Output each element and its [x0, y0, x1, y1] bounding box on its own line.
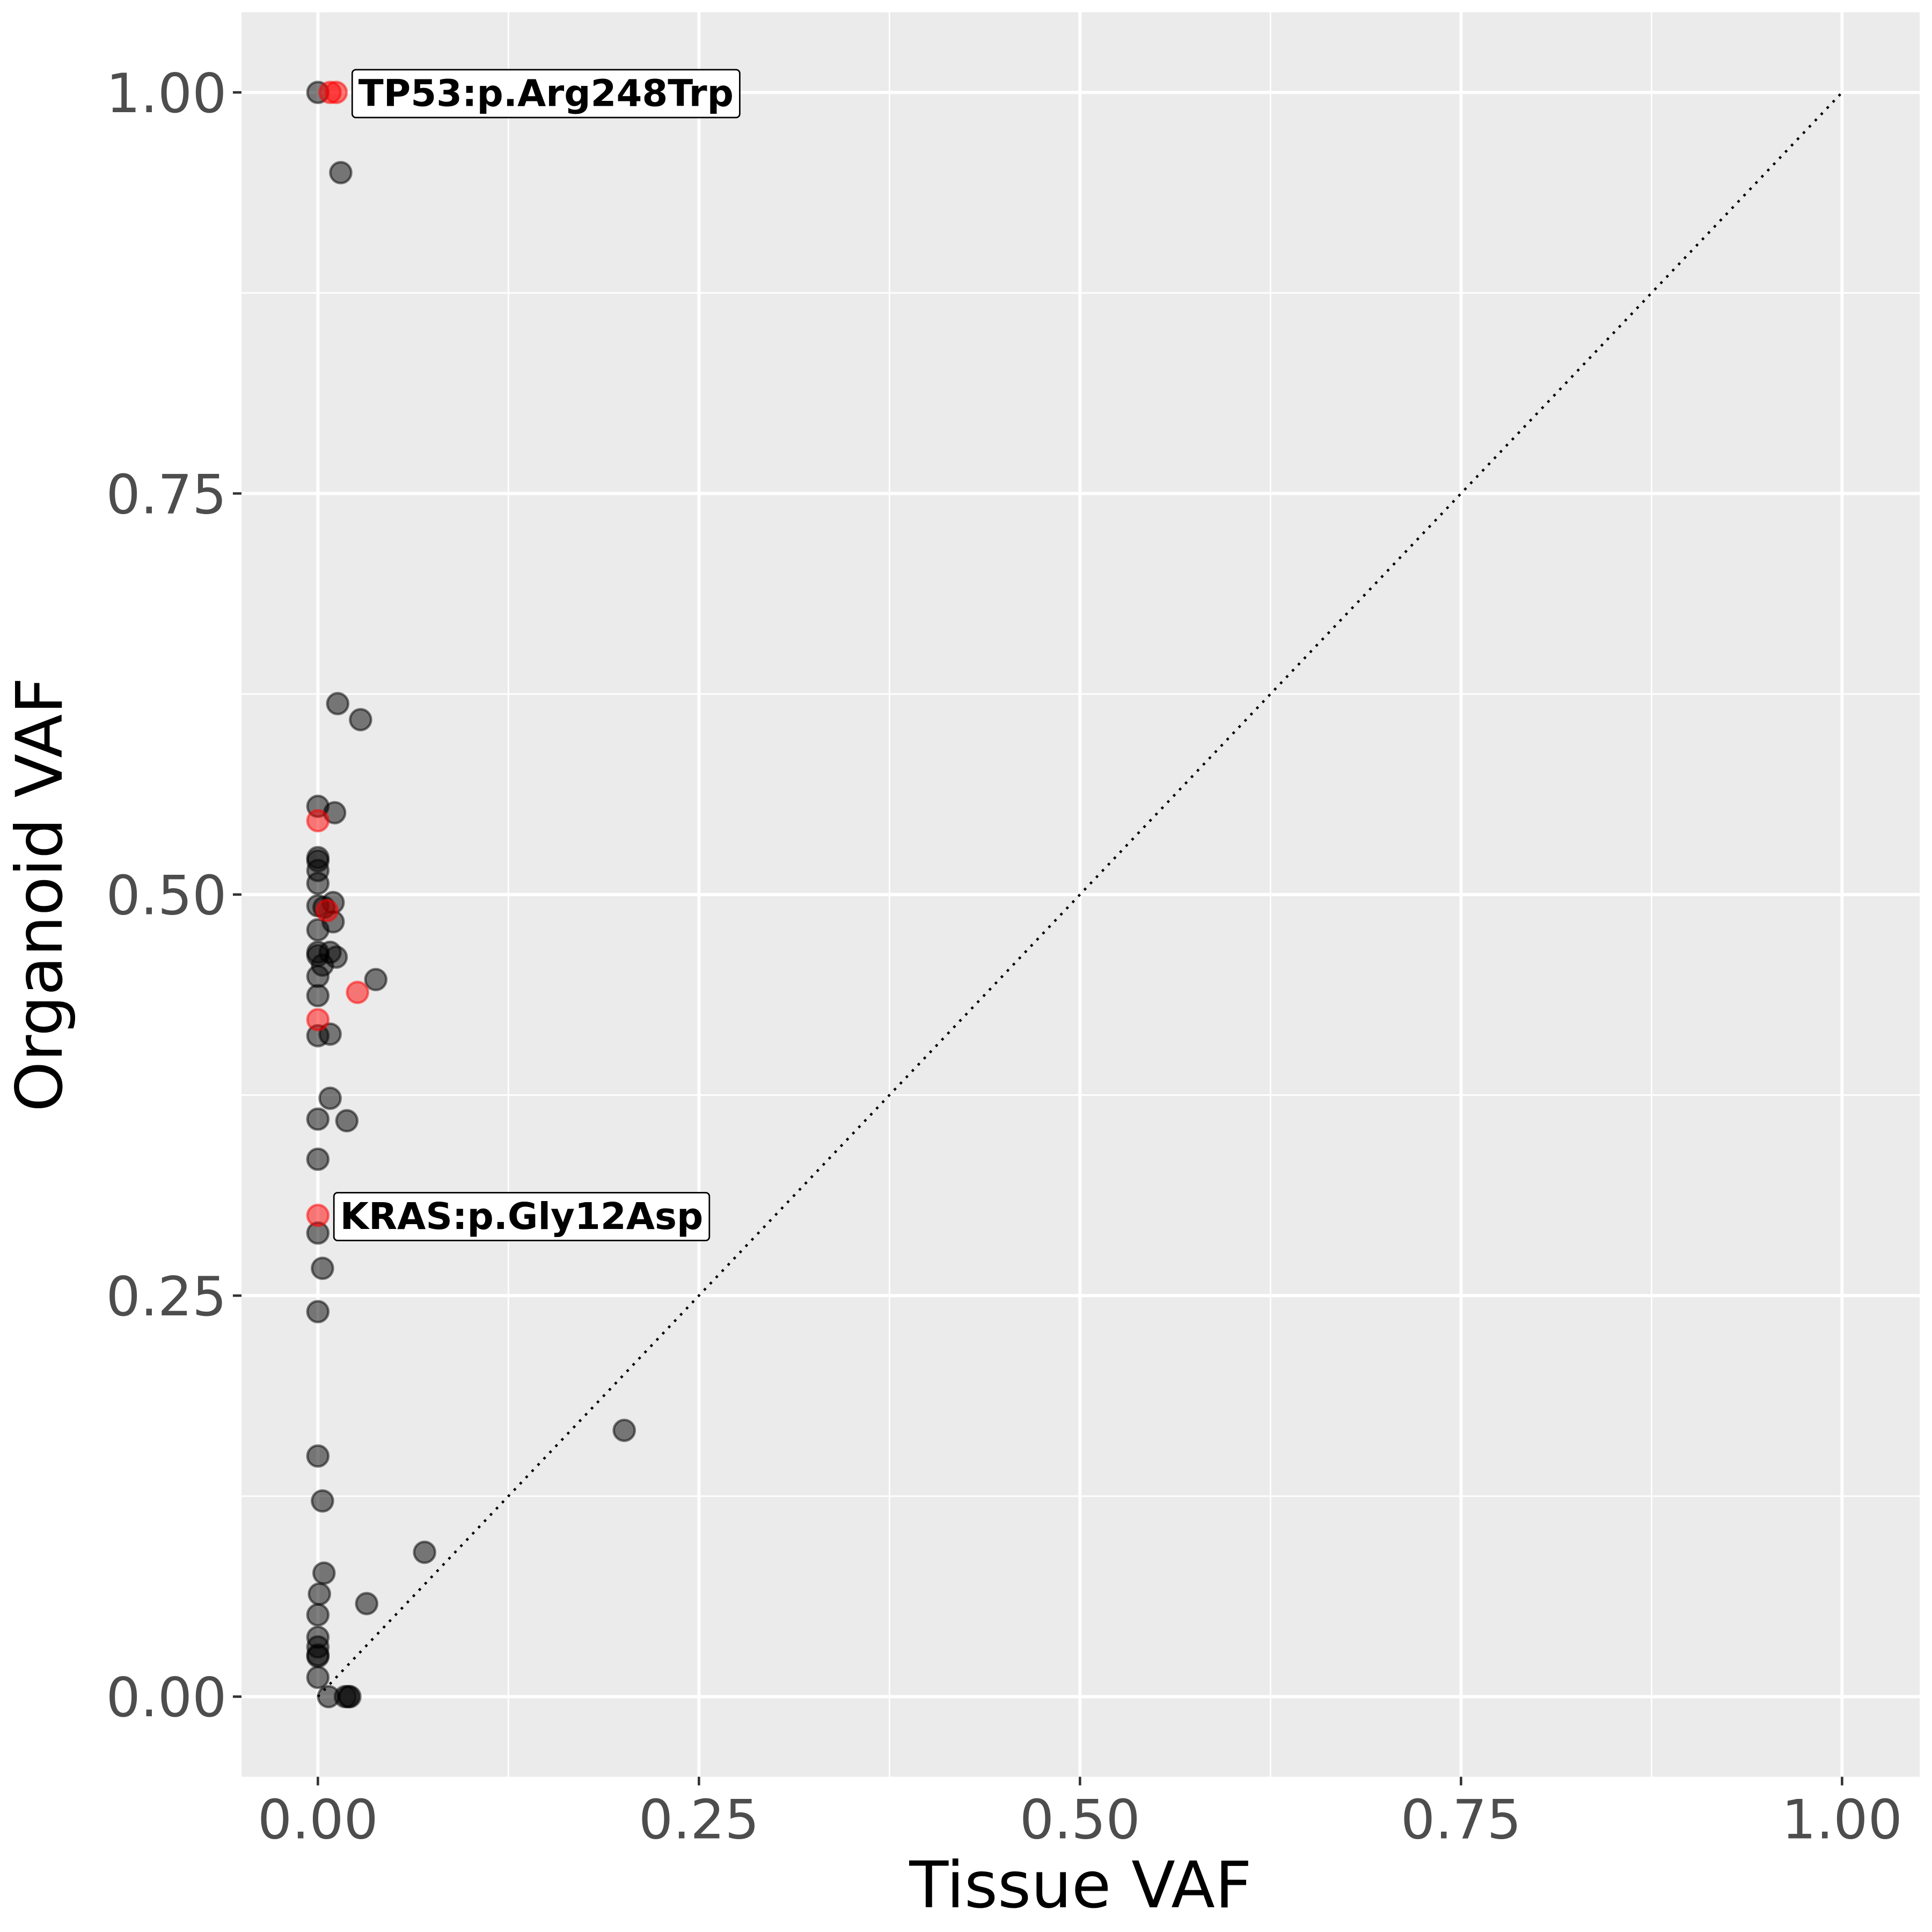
- y-tick-label: 0.50: [106, 864, 227, 927]
- highlighted-point: [306, 809, 330, 833]
- data-point: [312, 1561, 336, 1585]
- y-tick-label: 0.00: [106, 1666, 227, 1729]
- y-tick-label: 1.00: [106, 62, 227, 125]
- data-point: [311, 1489, 334, 1513]
- highlighted-point: [346, 980, 369, 1004]
- y-axis-title: Organoid VAF: [3, 677, 77, 1112]
- highlighted-point: [324, 80, 348, 105]
- x-axis-title: Tissue VAF: [909, 1848, 1252, 1923]
- data-point: [306, 1444, 330, 1468]
- data-point: [306, 1644, 330, 1668]
- annotation-box: [333, 1191, 711, 1241]
- data-point: [306, 1147, 330, 1171]
- data-point: [306, 1665, 330, 1689]
- data-point: [612, 1418, 636, 1443]
- data-point: [335, 1109, 359, 1133]
- y-tick-label: 0.75: [106, 463, 227, 526]
- data-point: [413, 1540, 436, 1564]
- data-point: [306, 984, 330, 1007]
- data-point: [306, 872, 330, 895]
- x-tick-label: 1.00: [1782, 1788, 1902, 1851]
- x-tick-label: 0.25: [639, 1788, 759, 1851]
- data-point: [329, 160, 353, 185]
- identity-line: [317, 91, 1843, 1698]
- highlighted-point: [306, 1008, 330, 1031]
- x-tick-label: 0.00: [258, 1788, 378, 1851]
- data-point: [308, 1582, 331, 1606]
- x-tick-label: 0.50: [1020, 1788, 1140, 1851]
- data-point: [306, 1300, 330, 1323]
- data-point: [355, 1592, 379, 1615]
- highlighted-point: [315, 898, 339, 923]
- data-point: [364, 968, 388, 992]
- data-point: [306, 964, 330, 989]
- annotation-text: KRAS:p.Gly12Asp: [340, 1195, 704, 1238]
- data-point: [349, 708, 372, 731]
- data-point: [326, 692, 350, 715]
- data-point: [318, 1086, 342, 1110]
- data-point: [311, 1256, 334, 1280]
- highlighted-point: [306, 1203, 330, 1227]
- data-point: [306, 918, 330, 942]
- data-point: [306, 1107, 330, 1131]
- data-point: [336, 1685, 360, 1709]
- annotation-label: TP53:p.Arg248Trp: [351, 69, 741, 119]
- annotation-text: TP53:p.Arg248Trp: [358, 72, 734, 115]
- annotation-label: KRAS:p.Gly12Asp: [333, 1191, 711, 1241]
- y-tick-label: 0.25: [106, 1265, 227, 1328]
- data-point: [306, 1603, 330, 1627]
- x-tick-label: 0.75: [1401, 1788, 1521, 1851]
- annotation-box: [351, 69, 741, 119]
